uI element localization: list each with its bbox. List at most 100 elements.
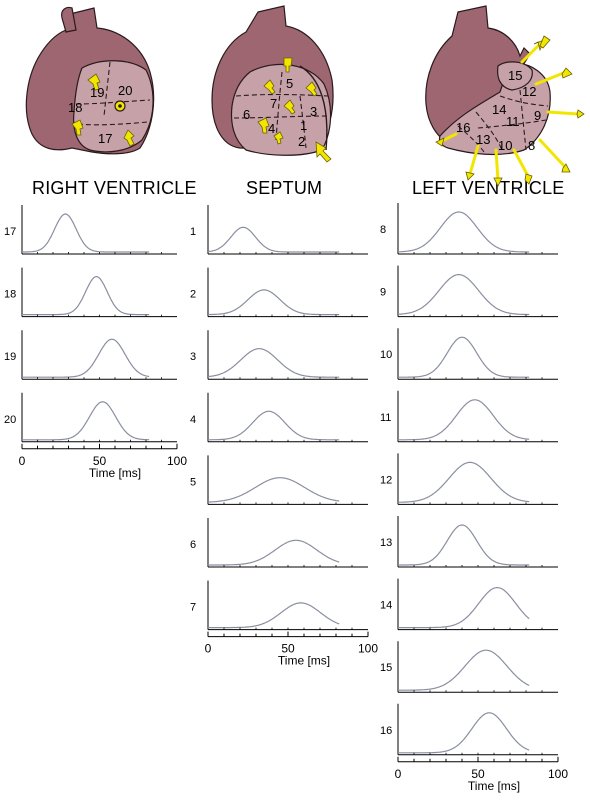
time-tick-label: 0 [205,642,212,656]
waveform-trace-11 [398,399,530,441]
left_ventricle-waveforms: 8 9 10 11 12 13 14 15 16 0 50 100 Time [ms] [380,203,568,793]
segment-label: 2 [298,134,305,149]
time-tick-label: 0 [395,767,402,781]
waveform-panel-6: 6 [190,518,368,568]
waveform-trace-1 [207,226,340,253]
waveform-panel-18: 18 [4,267,177,318]
segment-label: 18 [68,100,82,115]
left-ventricle-title: LEFT VENTRICLE [412,178,565,198]
right_ventricle-waveforms: 17 18 19 20 0 50 100 Time [ms] [4,205,187,480]
time-tick-label: 100 [358,642,378,656]
segment-label: 20 [118,83,132,98]
septum-rim [299,65,328,151]
waveform-trace-8 [398,211,530,253]
panel-label: 11 [380,412,391,424]
panel-label: 20 [4,414,16,426]
waveform-panel-4: 4 [190,392,368,443]
waveform-trace-18 [22,275,150,316]
apex-cap [497,61,533,91]
segment-divider-lines [233,71,331,149]
arrow-icon [546,110,580,116]
time-axis-label: Time [ms] [89,466,141,480]
panel-label: 17 [4,226,16,238]
waveform-trace-2 [208,289,340,316]
waveform-panel-16: 16 [380,703,558,756]
panel-label: 2 [190,289,196,301]
segment-label: 12 [522,84,536,99]
arrow-icon [315,141,332,163]
panel-label: 6 [190,539,196,551]
segment-label: 10 [498,138,512,153]
segment-label: 5 [286,76,293,91]
segment-label: 11 [506,114,520,129]
waveform-trace-10 [398,336,530,378]
waveform-trace-4 [208,410,340,441]
waveform-panel-2: 2 [190,267,368,318]
arrow-icon [257,117,270,134]
panel-label: 3 [190,351,196,363]
time-tick-label: 50 [471,767,485,781]
arrow-icon [283,57,293,73]
right_ventricle-time-axis: 0 50 100 Time [ms] [19,443,187,480]
waveform-panel-11: 11 [380,390,558,443]
lv-arrows [435,35,585,187]
waveform-trace-20 [22,401,150,441]
waveform-trace-6 [208,539,340,566]
segment-label: 8 [528,138,535,153]
segment-label: 1 [300,118,307,133]
arrow-icon [71,119,84,136]
time-tick-label: 50 [281,642,295,656]
heart-illustration-left-ventricle: 15 12 14 11 9 16 13 10 8 [425,5,585,187]
panel-label: 19 [4,351,16,363]
segment-label: 15 [508,68,522,83]
arrow-icon [538,138,568,170]
waveform-panel-3: 3 [190,330,368,380]
waveform-trace-12 [398,461,530,503]
panel-label: 8 [380,224,386,236]
panel-label: 4 [190,414,196,426]
arrow-icon [305,81,318,97]
waveform-panel-12: 12 [380,453,558,505]
arrow-icon [273,131,284,145]
time-axis-label: Time [ms] [468,779,520,793]
panel-label: 18 [4,289,16,301]
waveform-trace-13 [398,524,530,566]
heart-illustration-septum: 5 7 3 6 4 1 2 [211,5,334,163]
arrow-icon [494,148,500,182]
panel-label: 15 [380,662,392,674]
septum-time-axis: 0 50 100 Time [ms] [205,631,378,668]
segment-label: 9 [534,108,541,123]
waveform-trace-5 [207,477,340,503]
waveform-panel-13: 13 [380,516,558,568]
waveform-trace-16 [398,712,530,754]
arrow-icon [283,99,296,115]
right-ventricle-panel [73,60,154,153]
arrow-icon [87,73,101,91]
time-tick-label: 50 [93,454,107,468]
arrow-icon [263,79,276,95]
heart-illustration-right-ventricle: 19 20 18 17 [25,6,155,155]
arrow-icon [468,144,480,176]
waveform-trace-15 [398,649,530,691]
waveform-panel-20: 20 [4,392,177,443]
time-tick-label: 0 [19,454,26,468]
segment-label: 7 [270,96,277,111]
septum-waveforms: 1 2 3 4 5 6 7 0 50 100 Time [ms] [190,205,378,668]
waveform-trace-14 [398,587,530,629]
waveform-panel-7: 7 [190,580,368,631]
waveform-trace-7 [208,602,340,629]
arrow-icon [512,148,530,178]
waveform-panel-8: 8 [380,203,558,255]
time-tick-label: 100 [548,767,568,781]
waveform-panel-14: 14 [380,578,558,631]
segment-label: 3 [310,104,317,119]
segment-label: 19 [90,85,104,100]
septum-panel [230,63,332,156]
waveform-trace-3 [207,348,340,378]
waveform-panel-15: 15 [380,641,558,693]
segment-label: 13 [476,132,490,147]
waveform-trace-19 [22,338,150,378]
waveform-trace-17 [22,213,150,253]
right-ventricle-title: RIGHT VENTRICLE [32,178,197,198]
